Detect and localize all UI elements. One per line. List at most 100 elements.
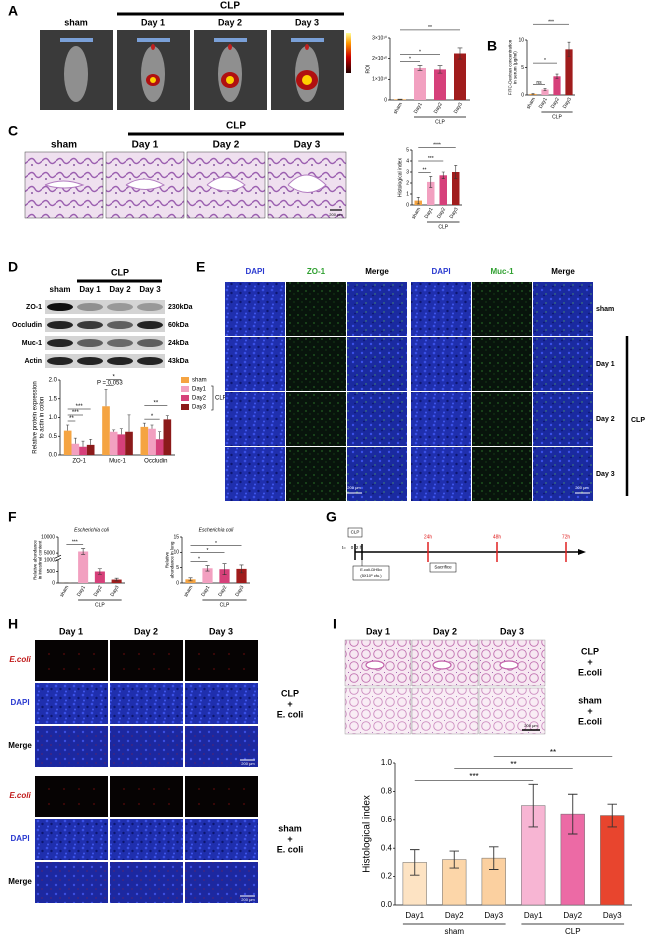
column-label: DAPI	[431, 267, 450, 276]
blot-band	[77, 357, 103, 365]
group-label: Day 1	[132, 140, 159, 151]
error-bar	[239, 564, 244, 574]
significance-label: **	[510, 760, 516, 769]
blot-band	[77, 339, 103, 347]
row-label: Day 1	[596, 361, 615, 368]
x-tick-label: Day3	[562, 96, 573, 109]
x-tick-label: Day1	[405, 911, 424, 920]
blot-band	[47, 303, 73, 311]
protein-label: Muc-1	[22, 340, 42, 347]
group-label: CLP	[438, 224, 448, 230]
panel-label: H	[8, 616, 18, 632]
bar	[185, 579, 196, 583]
y-axis-label: Histological index	[397, 158, 403, 197]
group-label: sham + E. coli	[277, 824, 304, 855]
bar	[219, 569, 230, 583]
x-tick-label: sham	[183, 585, 194, 599]
timeline-label: t=	[342, 545, 346, 550]
significance-label: ***	[428, 156, 434, 162]
column-label: Day 3	[500, 626, 524, 636]
fluorescence-image	[110, 683, 183, 724]
fluorescence-image	[472, 447, 532, 501]
bar	[94, 571, 105, 583]
signal-core	[150, 77, 156, 83]
bar	[86, 444, 95, 455]
fluorescence-image	[347, 447, 407, 501]
bar	[202, 568, 213, 583]
significance-label: ****	[433, 142, 441, 148]
signal	[151, 44, 155, 50]
y-tick-label: 0	[52, 580, 55, 586]
group-label: Day 2	[218, 17, 242, 27]
x-tick-label: Day1	[524, 911, 543, 920]
y-tick-label: 10000	[41, 534, 55, 540]
group-label: Day 2	[213, 140, 240, 151]
fluorescence-image	[185, 640, 258, 681]
axis-break	[54, 554, 62, 559]
signal-core	[226, 76, 234, 84]
significance-label: ***	[72, 410, 80, 416]
column-label: Day 1	[366, 626, 390, 636]
timeline-label: 0	[351, 545, 354, 550]
fluorescence-image	[347, 282, 407, 336]
x-tick-label: Day3	[484, 911, 503, 920]
y-tick-label: 1.0	[49, 415, 58, 421]
error-bar	[531, 93, 535, 95]
colorbar	[346, 33, 351, 73]
bar	[427, 181, 435, 205]
row-label: Merge	[8, 741, 32, 750]
x-tick-label: Day2	[550, 96, 561, 109]
timeline-label: CLP	[351, 530, 360, 535]
bracket-label: CLP	[631, 417, 645, 424]
error-bar	[417, 65, 423, 71]
error-bar	[81, 548, 86, 555]
x-tick-label: Day2	[563, 911, 582, 920]
significance-label: **	[423, 167, 427, 173]
fluorescence-image	[110, 776, 183, 817]
fluorescence-image	[225, 337, 285, 391]
bar	[111, 579, 122, 583]
error-bar	[150, 424, 154, 429]
panel-label: B	[487, 38, 497, 54]
time-label: 48h	[493, 534, 502, 540]
error-bar	[127, 414, 131, 432]
timeline-label: (5X10⁸ cfu.)	[360, 573, 382, 578]
error-bar	[457, 47, 463, 60]
column-label: Day 3	[209, 626, 233, 636]
blot-band	[47, 339, 73, 347]
y-tick-label: 0	[176, 580, 179, 586]
row-label: Day 2	[596, 416, 615, 423]
significance-label: **	[69, 416, 74, 422]
y-tick-label: 1	[406, 191, 409, 197]
y-tick-label: 1.5	[49, 396, 58, 402]
blot-band	[137, 339, 163, 347]
bar	[140, 426, 149, 455]
size-label: 60kDa	[168, 322, 189, 329]
y-axis-label: Relative protein expressionto actin in c…	[32, 381, 45, 453]
fluorescence-image	[110, 640, 183, 681]
panel-label: F	[8, 509, 17, 525]
group-label: CLP	[220, 602, 230, 608]
group-label: sham	[444, 927, 464, 936]
fluorescence-image	[286, 447, 346, 501]
timeline-label: Sacrifice	[434, 565, 452, 570]
y-tick-label: 2.0	[49, 378, 58, 384]
bracket-label: CLP	[220, 1, 240, 12]
error-bar	[119, 428, 123, 435]
bar	[63, 430, 72, 455]
significance-label: ***	[548, 19, 554, 25]
error-bar	[555, 73, 559, 79]
error-bar	[543, 88, 547, 91]
legend-group: CLP	[215, 396, 227, 402]
bar	[109, 431, 118, 455]
lumen	[125, 178, 166, 190]
label-strip	[291, 38, 324, 42]
legend-swatch	[181, 395, 189, 401]
significance-label: **	[428, 25, 432, 31]
fluorescence-image	[472, 282, 532, 336]
column-label: Day 1	[59, 626, 83, 636]
group-label: sham	[64, 17, 88, 27]
blot-strip	[45, 318, 165, 332]
lane-label: Day 3	[139, 285, 161, 294]
fluorescence-image	[533, 337, 593, 391]
